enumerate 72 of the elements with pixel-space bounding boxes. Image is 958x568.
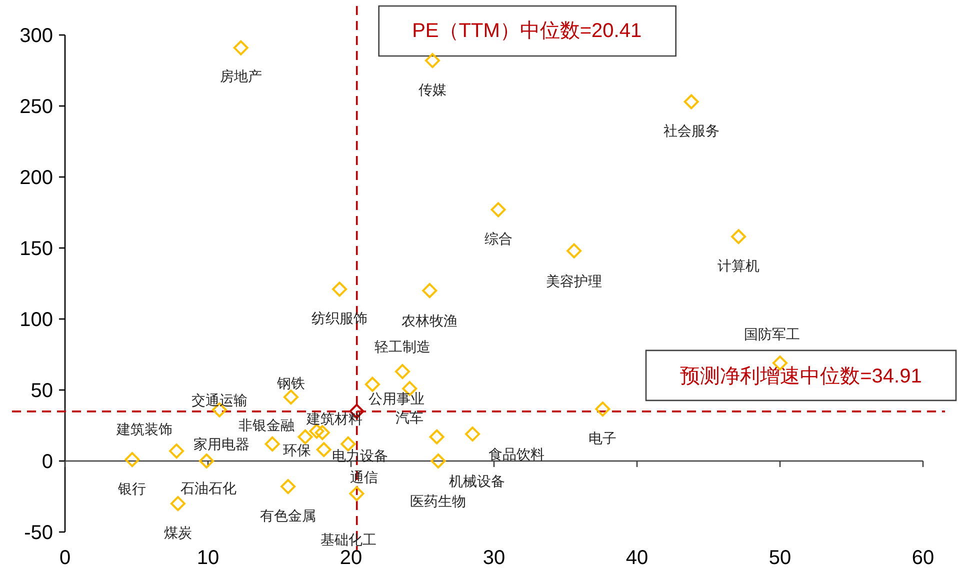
annotation: 机械设备	[448, 474, 505, 490]
point	[422, 283, 438, 298]
point	[465, 426, 480, 442]
y-tick-label: 300	[20, 25, 53, 47]
annotation: 综合	[484, 232, 512, 248]
point	[264, 436, 280, 452]
ref-line-label: 预测净利增速中位数=34.91	[680, 365, 922, 388]
point	[199, 454, 214, 468]
annotation: 煤炭	[164, 526, 192, 542]
point	[684, 94, 699, 110]
annotation: 建筑装饰	[116, 422, 173, 438]
point	[490, 202, 506, 218]
x-tick-label: 50	[768, 547, 792, 568]
annotation: 房地产	[220, 68, 262, 85]
point	[314, 425, 330, 440]
y-tick-label: 100	[20, 309, 53, 331]
annotation: 社会服务	[663, 124, 720, 140]
annotation: 纺织服饰	[312, 311, 368, 328]
annotation: 传媒	[418, 82, 447, 99]
point	[283, 390, 298, 405]
point	[170, 496, 186, 512]
x-tick-label: 30	[482, 547, 506, 568]
x-tick-label: 60	[912, 547, 934, 568]
point	[429, 429, 444, 444]
annotation: 通信	[350, 470, 378, 486]
point	[394, 364, 410, 380]
annotation: 电力设备	[332, 448, 388, 465]
annotation: 国防军工	[744, 327, 800, 344]
point	[332, 282, 348, 297]
x-tick-label: 10	[196, 547, 220, 568]
annotation: 基础化工	[320, 532, 377, 549]
point	[298, 429, 313, 444]
y-tick-label: 0	[42, 451, 53, 473]
point	[280, 479, 296, 494]
y-tick-label: 50	[30, 380, 53, 402]
annotation: 轻工制造	[374, 340, 430, 356]
point	[349, 486, 364, 502]
annotation: 农林牧渔	[402, 314, 458, 330]
x-tick-label: 40	[626, 547, 648, 568]
annotation: 汽车	[396, 410, 424, 427]
annotation: 公用事业	[368, 391, 424, 408]
y-tick-label: 200	[20, 167, 53, 189]
x-tick-label: 20	[340, 547, 362, 568]
annotation: 美容护理	[546, 274, 602, 290]
y-tick-label: 250	[20, 96, 53, 118]
x-tick-label: 0	[59, 547, 71, 568]
annotation: 电子	[588, 431, 617, 448]
annotation: 钢铁	[276, 376, 305, 392]
point	[731, 229, 746, 244]
y-tick-label: -50	[24, 522, 53, 544]
annotation: 医药生物	[410, 494, 466, 510]
annotation: 环保	[283, 442, 312, 459]
point	[595, 402, 610, 417]
annotation: 食品饮料	[488, 447, 545, 464]
ref-line-label: PE（TTM）中位数=20.41	[412, 20, 642, 42]
point	[169, 444, 184, 459]
annotation: 有色金属	[260, 508, 316, 525]
point	[364, 376, 380, 392]
annotation: 非银金融	[238, 418, 295, 434]
annotation: 建筑材料	[305, 412, 362, 428]
annotation: 家用电器	[193, 436, 250, 453]
y-tick-label: 150	[20, 238, 53, 260]
point	[430, 454, 446, 468]
annotation: 石油石化	[180, 481, 237, 497]
point	[425, 53, 440, 68]
annotation: 银行	[117, 482, 146, 498]
point	[316, 442, 332, 458]
point	[124, 452, 140, 468]
annotation: 交通运输	[191, 392, 248, 409]
point	[566, 243, 582, 258]
annotation: 计算机	[718, 258, 760, 275]
point	[233, 40, 248, 56]
